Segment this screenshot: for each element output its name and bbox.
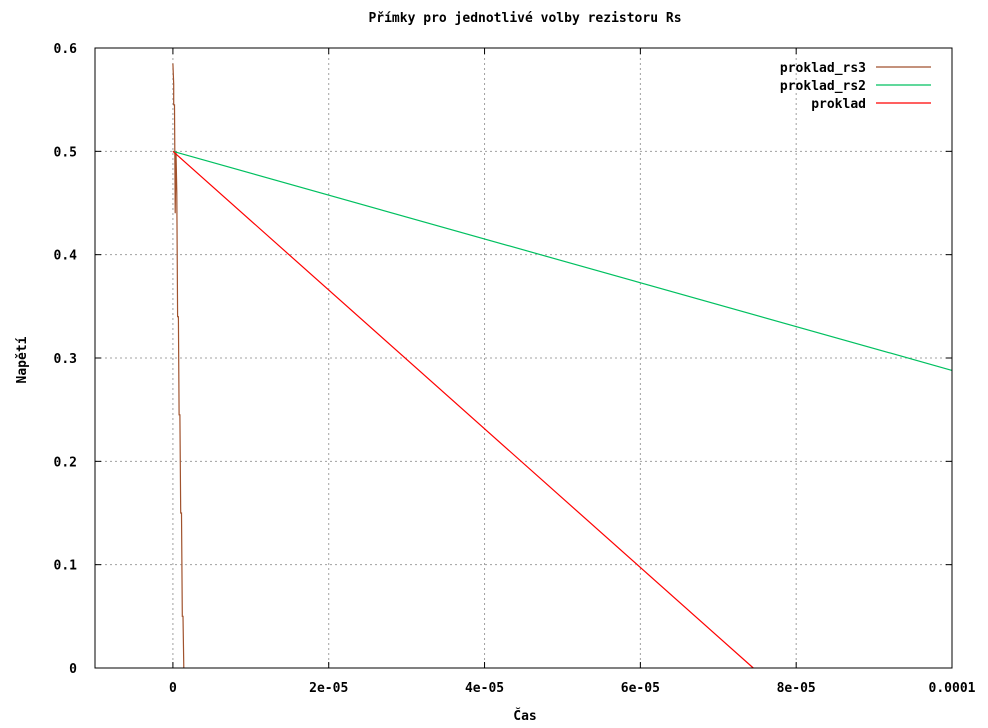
y-tick-label: 0.5 <box>54 145 77 160</box>
legend-label: proklad_rs3 <box>780 61 866 76</box>
y-tick-label: 0.2 <box>54 455 77 470</box>
x-tick-label: 4e-05 <box>465 681 504 696</box>
grid <box>95 47 953 669</box>
plot-frame <box>94 47 953 669</box>
x-tick-label: 8e-05 <box>777 681 816 696</box>
y-tick-label: 0.1 <box>54 559 78 574</box>
chart-title: Přímky pro jednotlivé volby rezistoru Rs <box>368 11 681 26</box>
x-tick-label: 2e-05 <box>309 681 348 696</box>
series-group <box>172 63 953 669</box>
x-tick-label: 0 <box>169 681 177 696</box>
y-tick-label: 0.3 <box>54 352 77 367</box>
legend-label: proklad_rs2 <box>780 79 866 94</box>
x-axis-label: Čas <box>513 708 536 724</box>
axis-ticks: 0 2e-05 4e-05 6e-05 8e-05 0.0001 0 0.1 0.2 0.3 0.4… <box>54 42 976 696</box>
y-tick-label: 0.6 <box>54 42 78 57</box>
series-line-proklad_rs3 <box>172 63 185 669</box>
x-tick-label: 6e-05 <box>621 681 660 696</box>
series-line-proklad_rs2 <box>172 150 953 371</box>
series-line-proklad <box>172 150 754 669</box>
legend-label: proklad <box>811 97 866 112</box>
x-tick-label: 0.0001 <box>929 681 976 696</box>
y-tick-label: 0 <box>69 662 77 677</box>
y-axis-label: Napětí <box>15 336 30 383</box>
y-tick-label: 0.4 <box>54 249 78 264</box>
